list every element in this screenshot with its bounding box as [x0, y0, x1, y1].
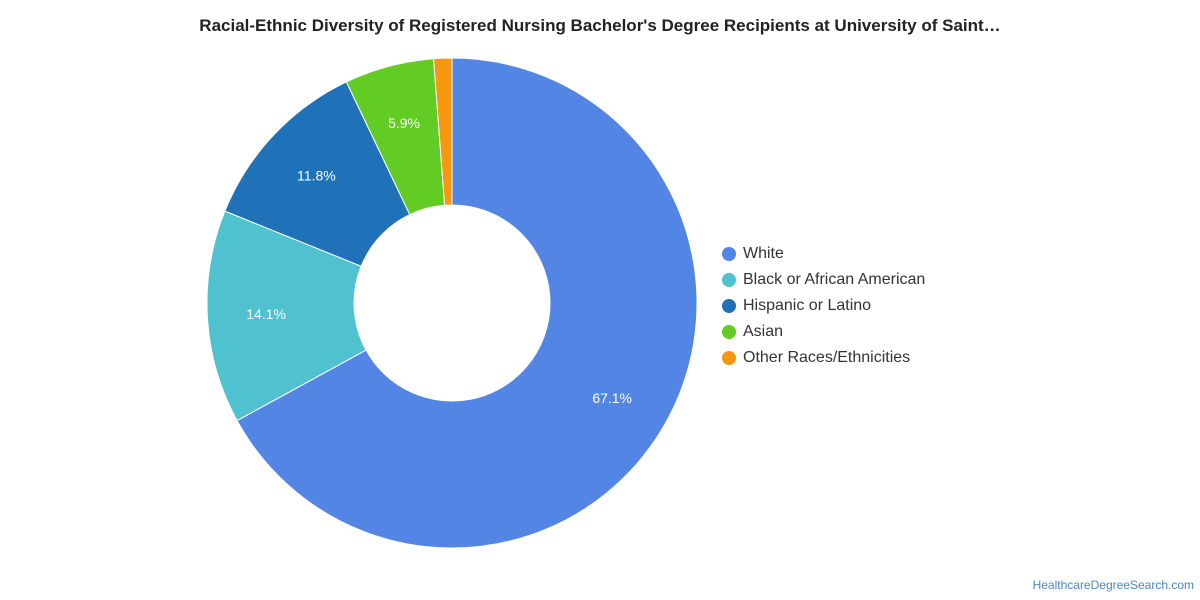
- slice-label-hispanic-or-latino: 11.8%: [297, 167, 336, 183]
- legend-item-hispanic-or-latino[interactable]: Hispanic or Latino: [722, 293, 925, 319]
- slice-white[interactable]: [236, 57, 698, 549]
- slices-group: [206, 57, 698, 549]
- legend-dot-icon: [722, 273, 736, 287]
- slice-other-races-ethnicities[interactable]: [433, 57, 453, 206]
- slice-label-white: 67.1%: [592, 390, 632, 406]
- legend-dot-icon: [722, 247, 736, 261]
- legend-dot-icon: [722, 299, 736, 313]
- legend-dot-icon: [722, 351, 736, 365]
- legend-label: White: [743, 245, 784, 262]
- slice-label-asian: 5.9%: [388, 115, 420, 131]
- legend: White Black or African American Hispanic o…: [722, 241, 925, 371]
- slice-hispanic-or-latino[interactable]: [224, 81, 411, 267]
- legend-item-other-races-ethnicities[interactable]: Other Races/Ethnicities: [722, 345, 925, 371]
- slice-black-or-african-american[interactable]: [206, 210, 367, 422]
- legend-label: Black or African American: [743, 271, 926, 288]
- chart-title: Racial-Ethnic Diversity of Registered Nu…: [199, 16, 1001, 35]
- labels-group: 67.1% 14.1% 11.8% 5.9%: [246, 115, 632, 406]
- legend-item-white[interactable]: White: [722, 241, 925, 267]
- slice-label-black-or-african-american: 14.1%: [246, 306, 286, 322]
- legend-label: Other Races/Ethnicities: [743, 349, 911, 366]
- source-credit[interactable]: HealthcareDegreeSearch.com: [1032, 578, 1194, 592]
- legend-item-asian[interactable]: Asian: [722, 319, 925, 345]
- legend-item-black-or-african-american[interactable]: Black or African American: [722, 267, 925, 293]
- legend-dot-icon: [722, 325, 736, 339]
- legend-label: Hispanic or Latino: [743, 297, 872, 314]
- legend-label: Asian: [743, 323, 784, 340]
